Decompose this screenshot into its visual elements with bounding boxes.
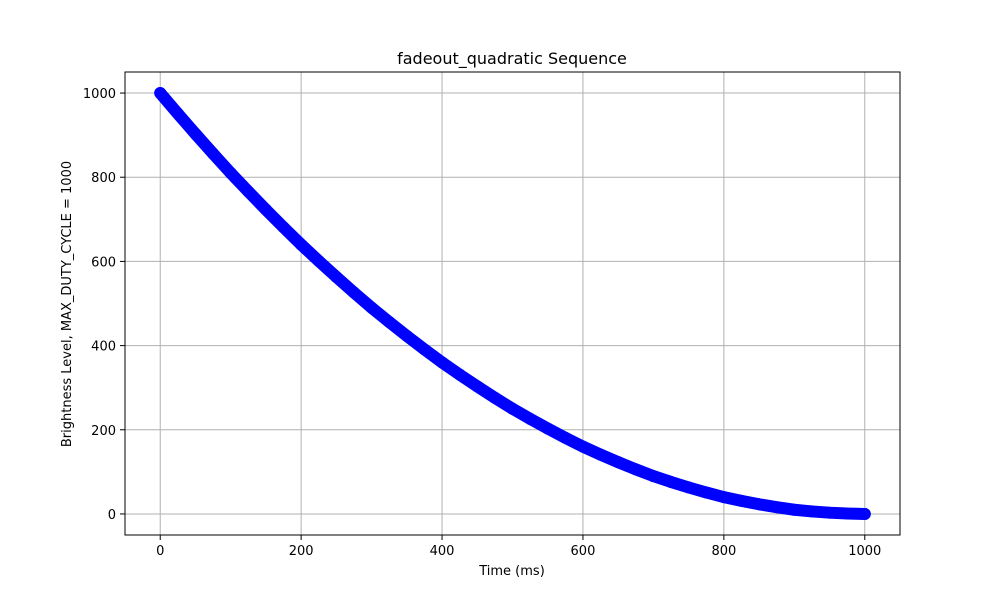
y-tick-label: 400	[91, 340, 116, 355]
data-point	[277, 221, 290, 234]
data-point	[383, 316, 396, 329]
x-tick-label: 200	[289, 544, 314, 559]
data-point	[418, 343, 431, 356]
data-point	[154, 87, 167, 100]
x-tick-label: 1000	[848, 544, 881, 559]
data-point	[330, 270, 343, 283]
data-point	[629, 463, 642, 476]
data-point	[207, 147, 220, 160]
series-points	[154, 87, 871, 520]
data-point	[700, 486, 713, 499]
data-point	[559, 431, 572, 444]
axis-ticks: 0 200 400 600 800 1000 0 200 400 600 800 1000	[83, 87, 881, 559]
y-tick-label: 800	[91, 171, 116, 186]
data-point	[665, 475, 678, 488]
data-point	[541, 422, 554, 435]
data-point	[735, 494, 748, 507]
data-point	[347, 286, 360, 299]
grid	[125, 72, 900, 535]
data-point	[524, 412, 537, 425]
data-point	[365, 301, 378, 314]
data-point	[400, 329, 413, 342]
data-point	[471, 380, 484, 393]
data-point	[259, 203, 272, 216]
data-point	[242, 185, 255, 198]
chart-title: fadeout_quadratic Sequence	[397, 49, 627, 69]
data-point	[647, 470, 660, 483]
data-point	[594, 448, 607, 461]
data-point	[612, 456, 625, 469]
data-point	[295, 238, 308, 251]
x-tick-label: 600	[571, 544, 596, 559]
data-point	[770, 501, 783, 514]
y-tick-label: 0	[108, 508, 116, 523]
data-point	[506, 402, 519, 415]
x-tick-label: 400	[430, 544, 455, 559]
data-point	[858, 507, 871, 520]
data-point	[823, 506, 836, 519]
data-point	[576, 440, 589, 453]
y-axis-label: Brightness Level, MAX_DUTY_CYCLE = 1000	[60, 161, 75, 447]
series-curve	[154, 87, 871, 520]
plot-area-frame	[124, 71, 901, 536]
data-point	[753, 498, 766, 511]
data-point	[436, 356, 449, 369]
data-point	[682, 481, 695, 494]
data-point	[788, 503, 801, 516]
data-point	[189, 127, 202, 140]
data-point	[841, 507, 854, 520]
data-point	[805, 505, 818, 518]
y-tick-label: 200	[91, 424, 116, 439]
x-tick-label: 800	[711, 544, 736, 559]
y-tick-label: 600	[91, 255, 116, 270]
data-point	[224, 167, 237, 180]
data-point	[171, 107, 184, 120]
x-tick-label: 0	[156, 544, 164, 559]
data-point	[488, 391, 501, 404]
data-point	[717, 491, 730, 504]
data-point	[312, 254, 325, 267]
data-point	[453, 368, 466, 381]
x-axis-label: Time (ms)	[478, 564, 545, 579]
y-tick-label: 1000	[83, 87, 116, 102]
